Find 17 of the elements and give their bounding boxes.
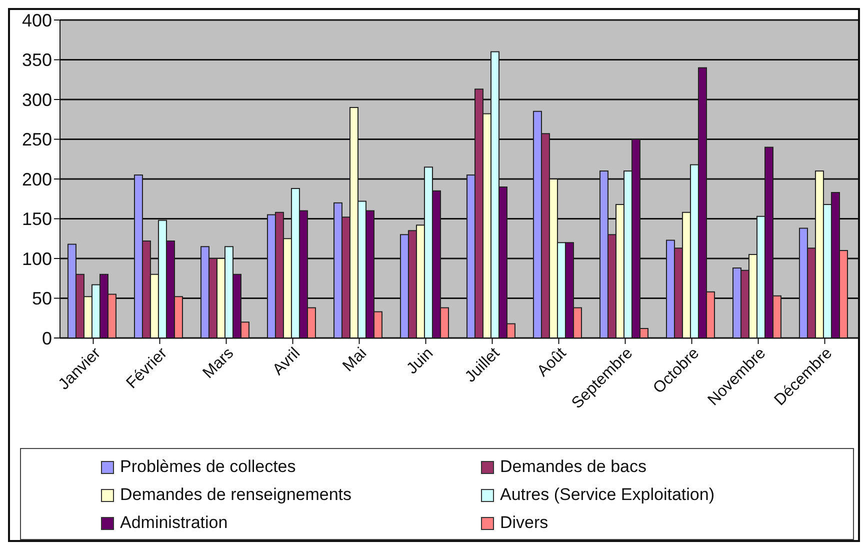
legend-label: Autres (Service Exploitation) — [500, 485, 714, 505]
y-tick-label: 50 — [32, 288, 52, 309]
y-tick-label: 400 — [22, 10, 52, 30]
y-tick-label: 200 — [22, 169, 52, 190]
legend-label: Demandes de renseignements — [120, 485, 352, 505]
y-tick-label: 150 — [22, 209, 52, 230]
y-tick-label: 250 — [22, 130, 52, 150]
legend-label: Divers — [500, 513, 548, 533]
x-tick-label: Mai — [340, 344, 370, 376]
legend-label: Demandes de bacs — [500, 457, 646, 477]
legend-label: Administration — [120, 513, 228, 533]
x-tick-label: Juin — [404, 344, 437, 378]
y-tick-label: 350 — [22, 50, 52, 70]
legend-label: Problèmes de collectes — [120, 457, 296, 477]
y-tick-label: 300 — [22, 90, 52, 110]
y-tick-label: 100 — [22, 248, 52, 269]
y-tick-label: 0 — [42, 328, 52, 348]
